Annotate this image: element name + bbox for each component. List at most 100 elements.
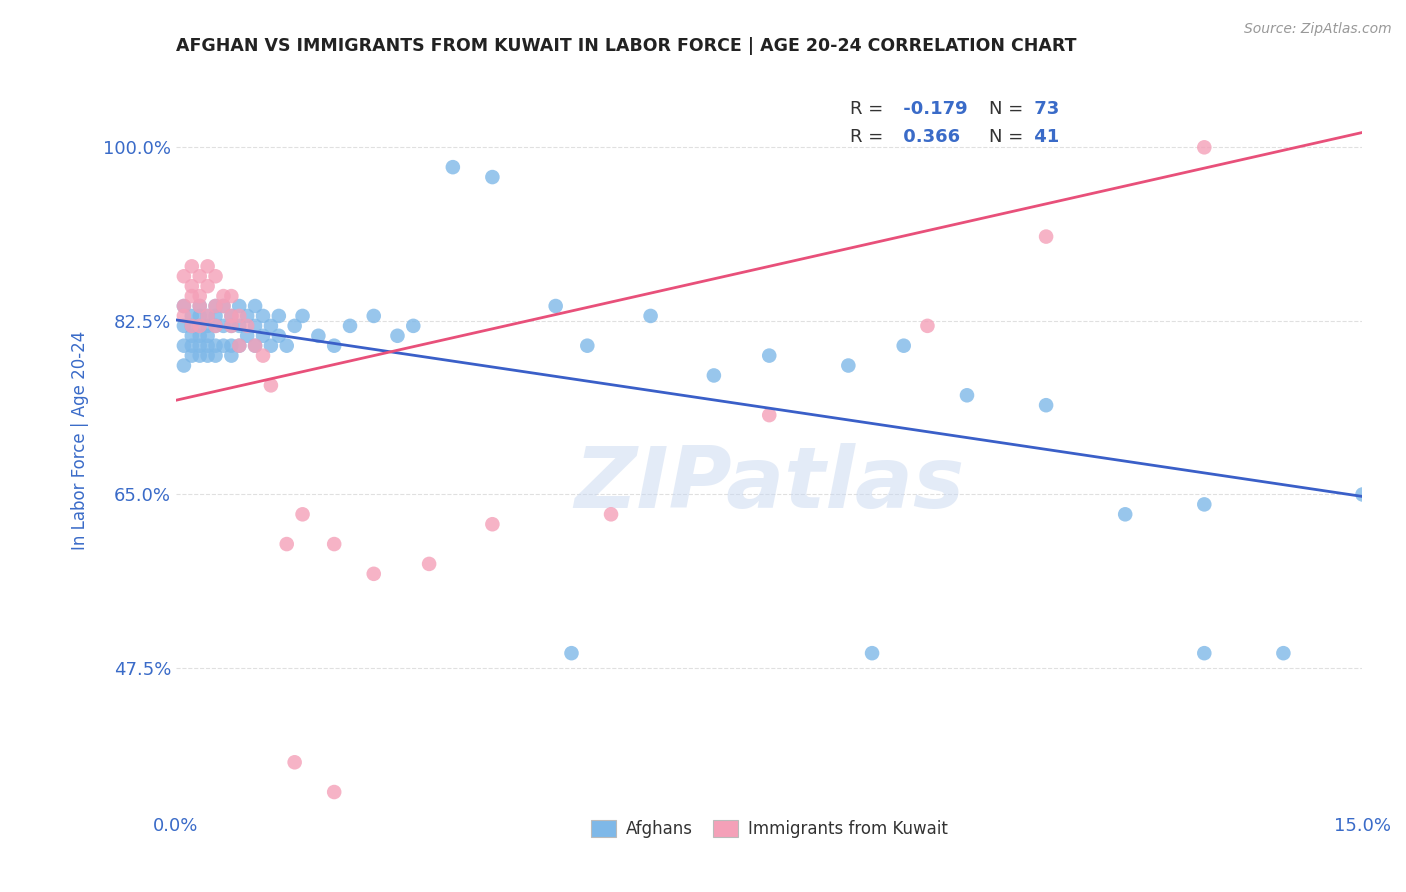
Point	[600, 508, 623, 522]
Point	[212, 289, 235, 303]
Point	[188, 349, 211, 363]
Point	[252, 309, 274, 323]
Point	[917, 318, 939, 333]
Point	[188, 318, 211, 333]
Text: AFGHAN VS IMMIGRANTS FROM KUWAIT IN LABOR FORCE | AGE 20-24 CORRELATION CHART: AFGHAN VS IMMIGRANTS FROM KUWAIT IN LABO…	[176, 37, 1077, 55]
Point	[212, 299, 235, 313]
Point	[387, 328, 409, 343]
Point	[339, 318, 361, 333]
Point	[173, 299, 195, 313]
Point	[1272, 646, 1295, 660]
Point	[221, 289, 243, 303]
Point	[1194, 646, 1216, 660]
Point	[363, 309, 385, 323]
Point	[180, 279, 202, 293]
Point	[180, 339, 202, 353]
Point	[221, 349, 243, 363]
Point	[173, 318, 195, 333]
Point	[212, 339, 235, 353]
Point	[228, 339, 250, 353]
Point	[188, 299, 211, 313]
Point	[267, 309, 290, 323]
Point	[276, 537, 298, 551]
Point	[173, 269, 195, 284]
Point	[197, 328, 219, 343]
Point	[188, 339, 211, 353]
Point	[284, 318, 307, 333]
Y-axis label: In Labor Force | Age 20-24: In Labor Force | Age 20-24	[72, 330, 89, 549]
Point	[1194, 140, 1216, 154]
Point	[481, 170, 503, 185]
Point	[267, 328, 290, 343]
Point	[188, 289, 211, 303]
Point	[260, 318, 283, 333]
Point	[173, 339, 195, 353]
Point	[212, 318, 235, 333]
Point	[180, 289, 202, 303]
Point	[228, 309, 250, 323]
Point	[204, 309, 226, 323]
Point	[221, 339, 243, 353]
Point	[243, 299, 266, 313]
Point	[363, 566, 385, 581]
Point	[276, 339, 298, 353]
Point	[204, 318, 226, 333]
Point	[418, 557, 440, 571]
Legend: Afghans, Immigrants from Kuwait: Afghans, Immigrants from Kuwait	[583, 813, 955, 845]
Point	[860, 646, 883, 660]
Point	[197, 349, 219, 363]
Point	[188, 328, 211, 343]
Point	[291, 508, 314, 522]
Text: ZIPatlas: ZIPatlas	[574, 443, 965, 526]
Point	[1035, 229, 1057, 244]
Point	[228, 299, 250, 313]
Point	[284, 756, 307, 770]
Text: 73: 73	[1028, 100, 1059, 118]
Text: -0.179: -0.179	[897, 100, 967, 118]
Point	[260, 339, 283, 353]
Point	[323, 785, 346, 799]
Text: R =: R =	[851, 128, 883, 146]
Point	[180, 309, 202, 323]
Point	[260, 378, 283, 392]
Point	[173, 299, 195, 313]
Point	[197, 339, 219, 353]
Point	[1351, 487, 1374, 501]
Text: R =: R =	[851, 100, 883, 118]
Point	[204, 299, 226, 313]
Text: N =: N =	[988, 128, 1024, 146]
Point	[640, 309, 662, 323]
Point	[188, 299, 211, 313]
Point	[236, 309, 259, 323]
Point	[544, 299, 567, 313]
Point	[236, 328, 259, 343]
Point	[243, 318, 266, 333]
Point	[228, 318, 250, 333]
Point	[307, 328, 329, 343]
Point	[441, 160, 464, 174]
Point	[173, 359, 195, 373]
Point	[560, 646, 582, 660]
Point	[197, 260, 219, 274]
Point	[180, 328, 202, 343]
Point	[204, 349, 226, 363]
Point	[188, 309, 211, 323]
Point	[252, 328, 274, 343]
Point	[236, 318, 259, 333]
Point	[243, 339, 266, 353]
Point	[197, 309, 219, 323]
Point	[291, 309, 314, 323]
Point	[323, 537, 346, 551]
Point	[758, 408, 780, 422]
Point	[197, 318, 219, 333]
Point	[197, 309, 219, 323]
Point	[212, 299, 235, 313]
Point	[323, 339, 346, 353]
Text: N =: N =	[988, 100, 1024, 118]
Point	[180, 349, 202, 363]
Point	[180, 318, 202, 333]
Text: 41: 41	[1028, 128, 1059, 146]
Point	[1035, 398, 1057, 412]
Point	[180, 318, 202, 333]
Point	[228, 339, 250, 353]
